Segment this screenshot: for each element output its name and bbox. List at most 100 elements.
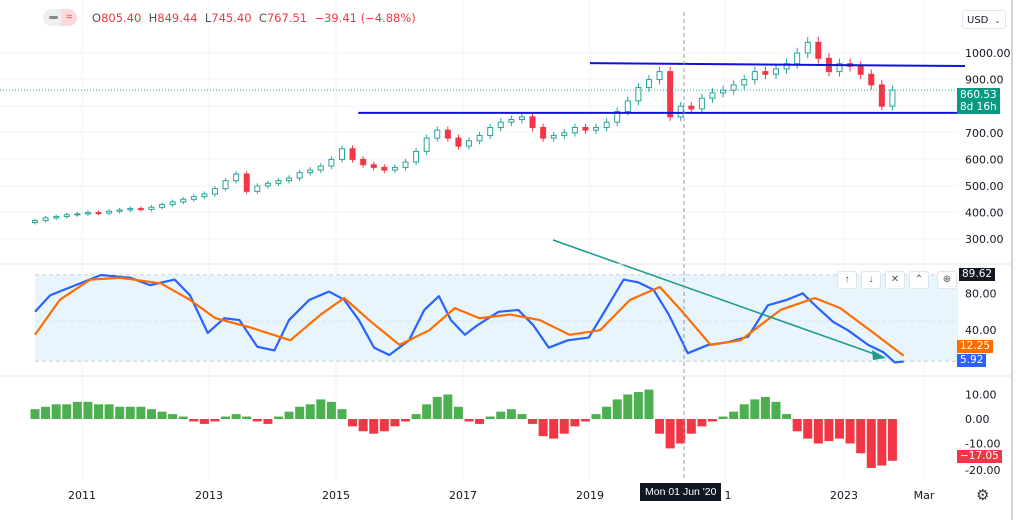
candle-body <box>455 137 462 147</box>
currency-select[interactable]: USD ⌄ <box>962 10 1006 29</box>
histogram-bar <box>591 414 601 419</box>
candle-body <box>201 193 208 198</box>
candle-body <box>571 126 578 134</box>
histogram-bar <box>157 411 167 419</box>
histogram-bar <box>115 406 125 419</box>
histogram-bar <box>348 419 358 427</box>
low-label: L <box>204 11 212 25</box>
candle-body <box>338 148 345 160</box>
minus-icon <box>49 16 58 19</box>
histogram-bar <box>326 401 336 419</box>
candle-body <box>360 158 367 166</box>
candle-body <box>137 208 144 211</box>
histogram-bar <box>41 406 51 419</box>
trend-line[interactable] <box>552 239 884 358</box>
axis-tick-label: 40.00 <box>965 324 997 337</box>
histogram-bar <box>464 419 474 422</box>
histogram-bar <box>94 404 104 419</box>
candle-body <box>423 137 430 152</box>
histogram-bar <box>845 419 855 444</box>
histogram-bar <box>189 419 199 422</box>
move-pane-up-button[interactable]: ↑ <box>837 271 857 289</box>
candle-body <box>233 173 240 182</box>
candle-body <box>169 201 176 206</box>
candle-body <box>222 180 229 190</box>
level-lines[interactable] <box>358 62 966 114</box>
horizontal-level-line[interactable] <box>589 62 966 68</box>
high-label: H <box>148 11 158 25</box>
series-toggle[interactable]: ≈ <box>43 9 77 26</box>
histogram-bar <box>199 419 209 424</box>
candle-body <box>391 166 398 171</box>
candle-body <box>127 208 134 211</box>
close-label: C <box>258 11 267 25</box>
histogram-bar <box>305 404 315 419</box>
candle-body <box>688 105 695 110</box>
histogram-bar <box>221 416 231 419</box>
candle-body <box>42 217 49 222</box>
histogram-bar <box>30 409 40 419</box>
candle-body <box>677 105 684 118</box>
currency-label: USD <box>967 15 989 26</box>
candle-body <box>95 212 102 215</box>
histogram-bar <box>528 419 538 424</box>
candle-body <box>624 100 631 113</box>
histogram-bar <box>538 419 548 437</box>
candle-body <box>772 68 779 75</box>
candle-body <box>180 198 187 203</box>
stochastic-band <box>35 275 958 361</box>
collapse-pane-button[interactable]: ⌃ <box>909 271 929 289</box>
candles <box>0 36 958 225</box>
candle-body <box>741 79 748 86</box>
histogram-bar <box>178 416 188 419</box>
maximize-pane-icon[interactable]: ⊕ <box>937 271 957 289</box>
histogram-bar <box>210 419 220 422</box>
candle-body <box>254 185 261 192</box>
price-axis[interactable]: 1000.00 900.00 700.00 600.00 500.00 400.00 300… <box>965 47 1011 477</box>
high-value: 849.44 <box>157 11 198 25</box>
histogram-bar <box>665 419 675 449</box>
candle-body <box>307 169 314 174</box>
candle-body <box>159 204 166 208</box>
histogram-bar <box>559 419 569 434</box>
candle-body <box>106 210 113 214</box>
candle-body <box>815 41 822 59</box>
histogram-bar <box>824 419 834 442</box>
stoch-d-line <box>34 276 905 357</box>
candle-body <box>74 213 81 216</box>
last-price-tag: 860.53 8d 16h <box>957 88 1000 114</box>
move-pane-down-button[interactable]: ↓ <box>861 271 881 289</box>
histogram-bar <box>750 399 760 419</box>
candle-body <box>402 161 409 168</box>
candle-body <box>635 87 642 102</box>
candle-body <box>878 84 885 107</box>
axis-tick-label: 900.00 <box>965 74 1004 87</box>
histogram-bar <box>612 399 622 419</box>
histogram-bar <box>358 419 368 432</box>
time-tick-label: 2015 <box>322 489 350 502</box>
last-price: 860.53 <box>960 89 997 101</box>
candle-body <box>381 166 388 171</box>
candle-body <box>709 92 716 99</box>
histogram-bar <box>401 419 411 422</box>
wave-icon[interactable]: ≈ <box>61 9 77 26</box>
candle-body <box>794 52 801 65</box>
candle-body <box>148 206 155 210</box>
histogram-bar <box>760 396 770 419</box>
candle-body <box>730 84 737 91</box>
histogram-bar <box>453 406 463 419</box>
axis-tick-label: 300.00 <box>965 233 1004 246</box>
close-pane-button[interactable]: ✕ <box>885 271 905 289</box>
settings-icon[interactable]: ⚙ <box>976 487 990 504</box>
histogram-bar <box>633 392 643 419</box>
candle-body <box>603 121 610 128</box>
candle-body <box>370 164 377 168</box>
histogram-bar <box>866 419 876 468</box>
histogram-bar <box>549 419 559 439</box>
histogram-bar <box>337 409 347 419</box>
histogram-bar <box>496 411 506 419</box>
histogram-bar <box>570 419 580 427</box>
histogram-bar <box>803 419 813 439</box>
time-tick-label: 2011 <box>68 489 96 502</box>
